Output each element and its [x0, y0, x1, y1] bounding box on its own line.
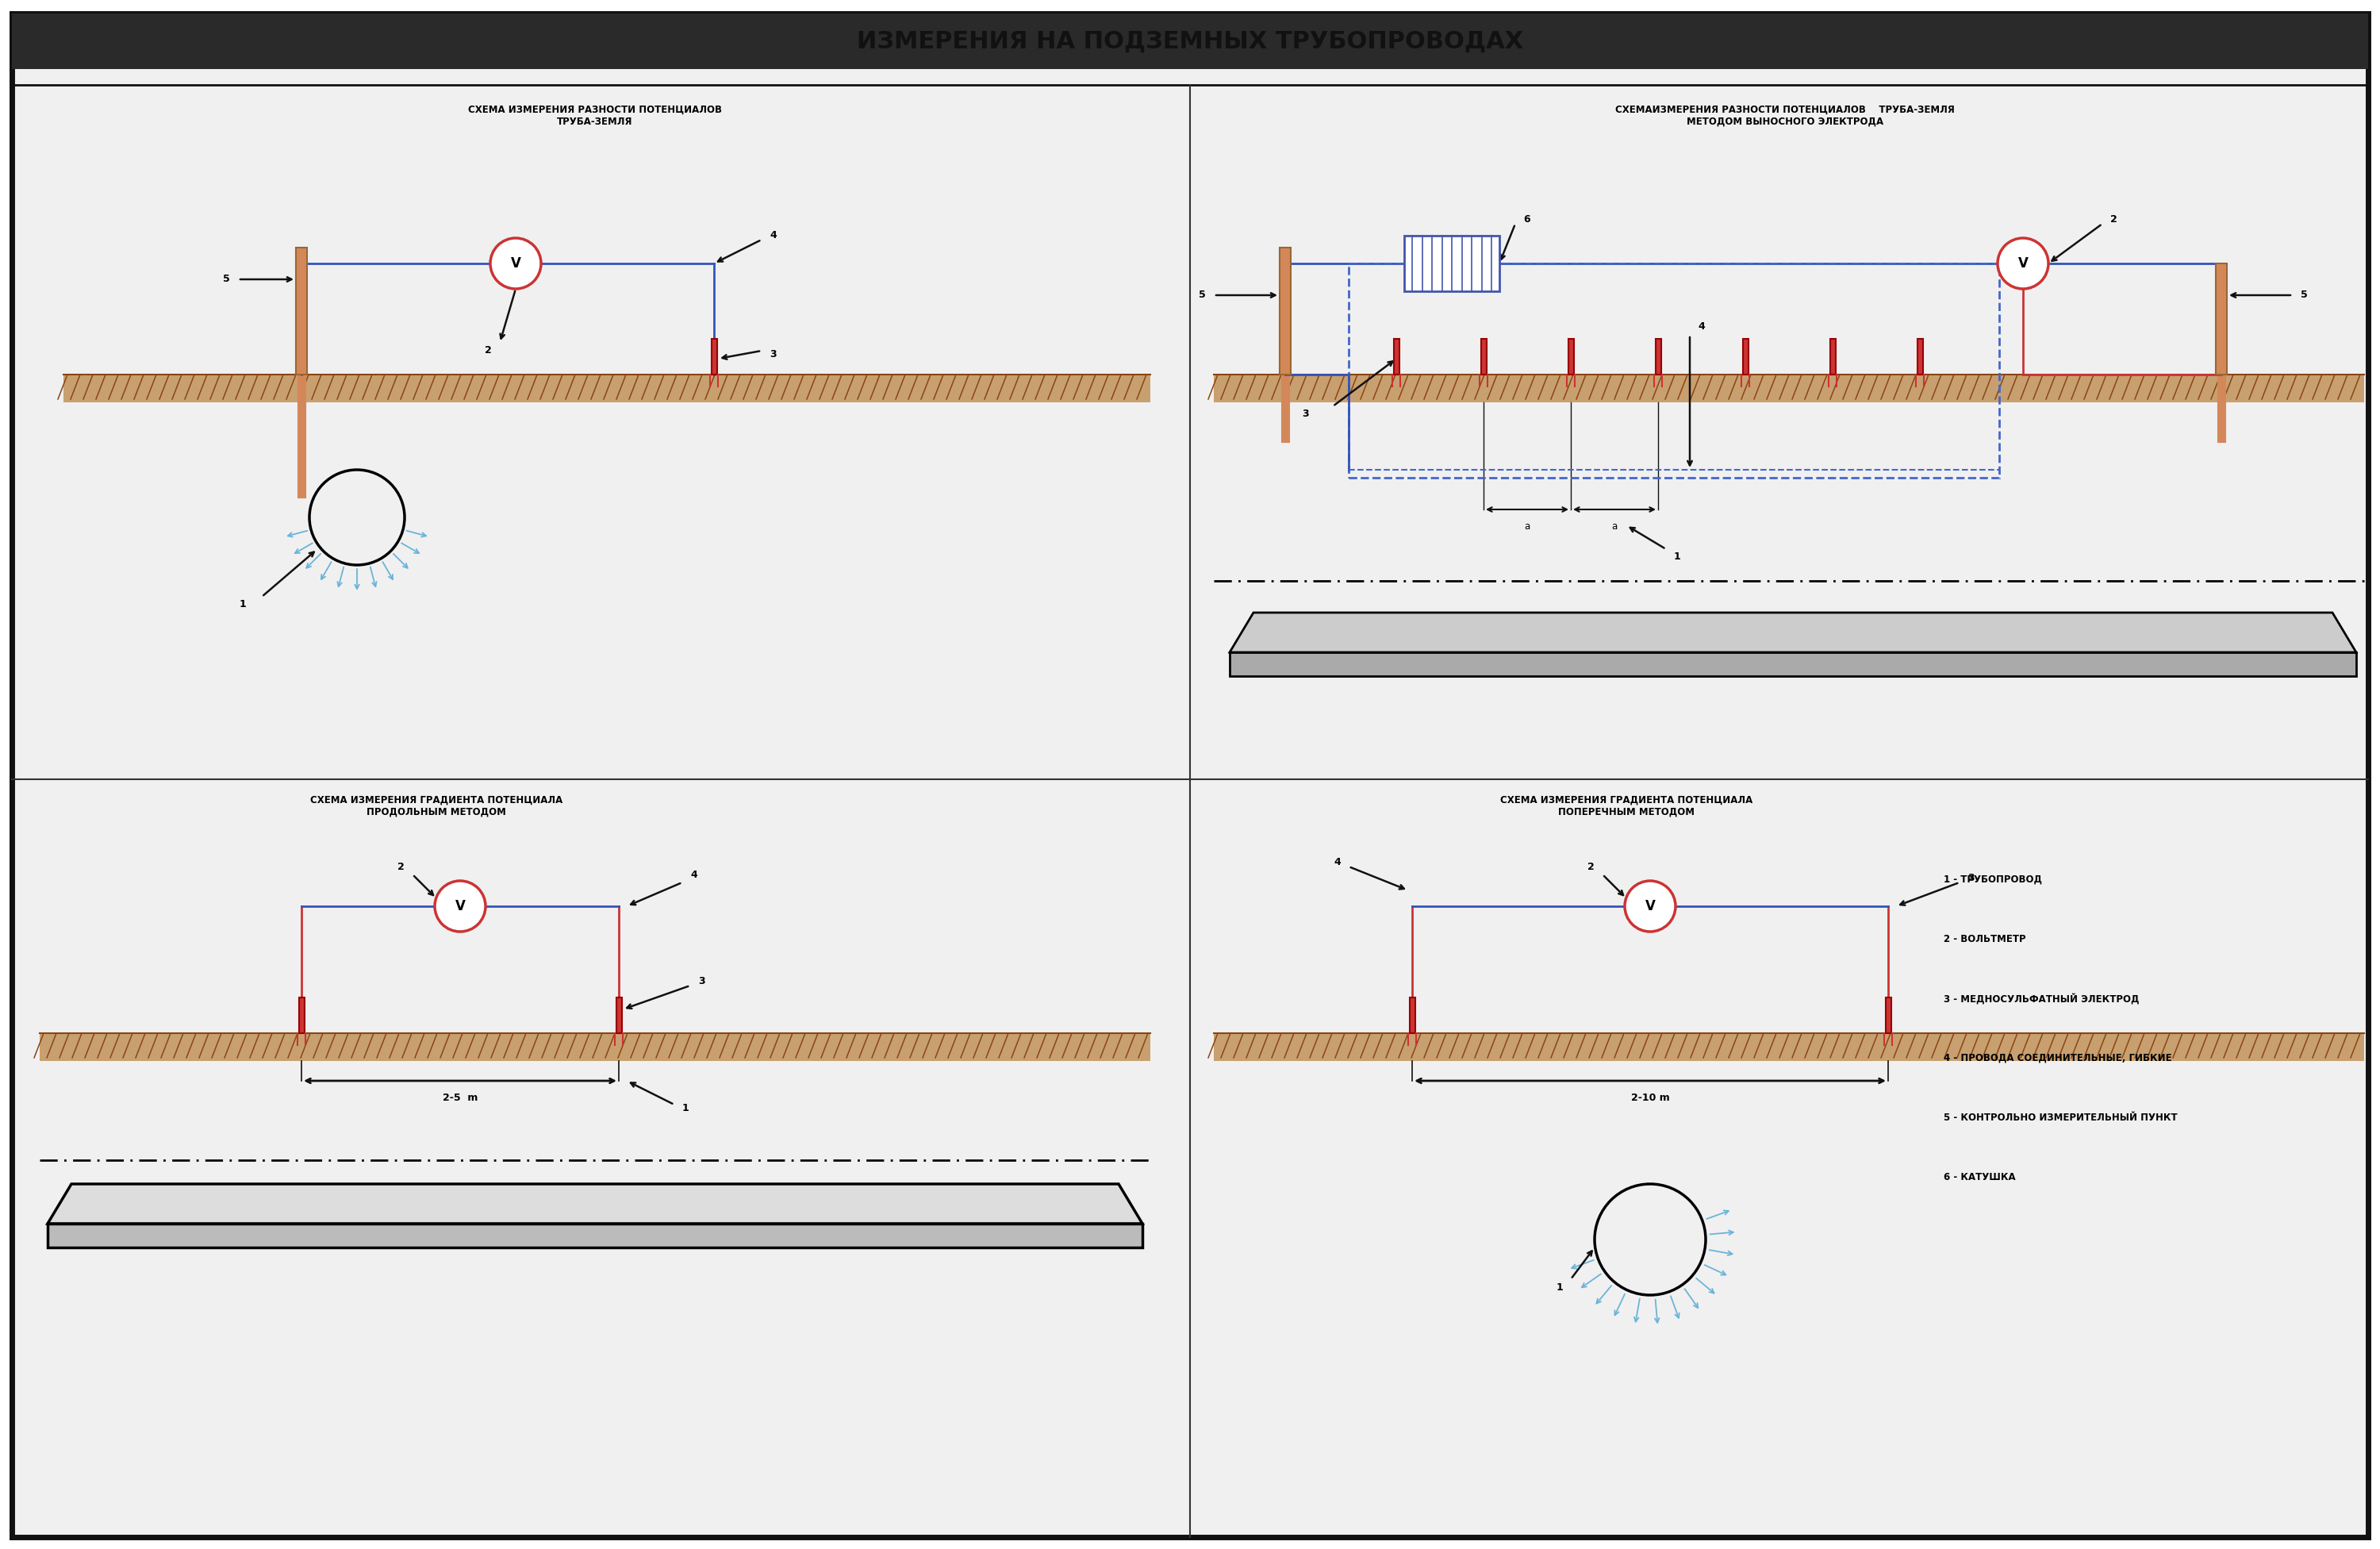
Text: 3: 3 [1968, 874, 1975, 883]
Text: СХЕМА ИЗМЕРЕНИЯ ГРАДИЕНТА ПОТЕНЦИАЛА
ПРОДОЛЬНЫМ МЕТОДОМ: СХЕМА ИЗМЕРЕНИЯ ГРАДИЕНТА ПОТЕНЦИАЛА ПРО… [309, 795, 562, 818]
Bar [300, 998, 305, 1033]
Polygon shape [1230, 612, 2356, 652]
Text: 5: 5 [1200, 290, 1207, 301]
Text: СХЕМА ИЗМЕРЕНИЯ РАЗНОСТИ ПОТЕНЦИАЛОВ
ТРУБА-ЗЕМЛЯ: СХЕМА ИЗМЕРЕНИЯ РАЗНОСТИ ПОТЕНЦИАЛОВ ТРУ… [469, 105, 721, 127]
Bar [1349, 263, 1999, 477]
Text: 2: 2 [397, 861, 405, 872]
Bar [1409, 998, 1414, 1033]
Text: 3 - МЕДНОСУЛЬФАТНЫЙ ЭЛЕКТРОД: 3 - МЕДНОСУЛЬФАТНЫЙ ЭЛЕКТРОД [1944, 993, 2140, 1005]
Bar [616, 998, 621, 1033]
Text: a: a [1523, 522, 1530, 531]
Text: 3: 3 [769, 350, 776, 359]
Circle shape [1626, 881, 1676, 931]
Bar [12, 14, 2368, 70]
Text: 3: 3 [697, 976, 704, 987]
Text: 1 - ТРУБОПРОВОД: 1 - ТРУБОПРОВОД [1944, 875, 2042, 884]
Text: СХЕМАИЗМЕРЕНИЯ РАЗНОСТИ ПОТЕНЦИАЛОВ    ТРУБА-ЗЕМЛЯ
МЕТОДОМ ВЫНОСНОГО ЭЛЕКТРОДА: СХЕМАИЗМЕРЕНИЯ РАЗНОСТИ ПОТЕНЦИАЛОВ ТРУБ… [1616, 105, 1954, 127]
Circle shape [1997, 239, 2049, 288]
Text: 4 - ПРОВОДА СОЕДИНИТЕЛЬНЫЕ, ГИБКИЕ: 4 - ПРОВОДА СОЕДИНИТЕЛЬНЫЕ, ГИБКИЕ [1944, 1053, 2173, 1063]
Text: a: a [1611, 522, 1618, 531]
Bar [1480, 339, 1485, 375]
Bar [712, 339, 716, 375]
Bar [1742, 339, 1747, 375]
Bar [1918, 339, 1923, 375]
Text: 6 - КАТУШКА: 6 - КАТУШКА [1944, 1173, 2016, 1182]
Bar [1214, 1033, 2363, 1061]
Text: СХЕМА ИЗМЕРЕНИЯ ГРАДИЕНТА ПОТЕНЦИАЛА
ПОПЕРЕЧНЫМ МЕТОДОМ: СХЕМА ИЗМЕРЕНИЯ ГРАДИЕНТА ПОТЕНЦИАЛА ПОП… [1499, 795, 1752, 818]
Text: 1: 1 [1557, 1283, 1564, 1292]
Text: 2-5  m: 2-5 m [443, 1092, 478, 1103]
Bar [1568, 339, 1573, 375]
Polygon shape [48, 1224, 1142, 1247]
Text: ИЗМЕРЕНИЯ НА ПОДЗЕМНЫХ ТРУБОПРОВОДАХ: ИЗМЕРЕНИЯ НА ПОДЗЕМНЫХ ТРУБОПРОВОДАХ [857, 29, 1523, 53]
Text: 2-10 m: 2-10 m [1630, 1092, 1668, 1103]
Bar [1885, 998, 1890, 1033]
Circle shape [436, 881, 486, 931]
Bar [64, 375, 1150, 403]
Text: 6: 6 [1523, 215, 1530, 225]
Bar [40, 1033, 1150, 1061]
Polygon shape [1230, 652, 2356, 675]
Bar [1395, 339, 1399, 375]
Text: 5: 5 [224, 274, 231, 285]
Text: V: V [512, 256, 521, 271]
Bar [295, 248, 307, 375]
Bar [2216, 263, 2228, 375]
Text: 1: 1 [1673, 551, 1680, 562]
Text: V: V [455, 898, 464, 914]
Text: V: V [2018, 256, 2028, 271]
Text: 5 - КОНТРОЛЬНО ИЗМЕРИТЕЛЬНЫЙ ПУНКТ: 5 - КОНТРОЛЬНО ИЗМЕРИТЕЛЬНЫЙ ПУНКТ [1944, 1112, 2178, 1123]
Text: 1: 1 [683, 1103, 690, 1114]
Text: 4: 4 [1697, 322, 1704, 331]
Text: V: V [1645, 898, 1654, 914]
Text: 1: 1 [238, 599, 245, 610]
Text: 2: 2 [486, 345, 493, 356]
Text: 5: 5 [2301, 290, 2309, 301]
Polygon shape [48, 1183, 1142, 1224]
Bar [1656, 339, 1661, 375]
Text: 2: 2 [2111, 215, 2118, 225]
Circle shape [490, 239, 540, 288]
Text: 3: 3 [1302, 409, 1309, 420]
Bar [1214, 375, 2363, 403]
Bar [1404, 235, 1499, 291]
Text: 4: 4 [690, 869, 697, 880]
Text: 2 - ВОЛЬТМЕТР: 2 - ВОЛЬТМЕТР [1944, 934, 2025, 945]
Text: 4: 4 [769, 231, 776, 240]
Bar [1280, 248, 1290, 375]
Text: 4: 4 [1333, 858, 1340, 867]
Text: 2: 2 [1587, 861, 1595, 872]
Bar [1830, 339, 1835, 375]
